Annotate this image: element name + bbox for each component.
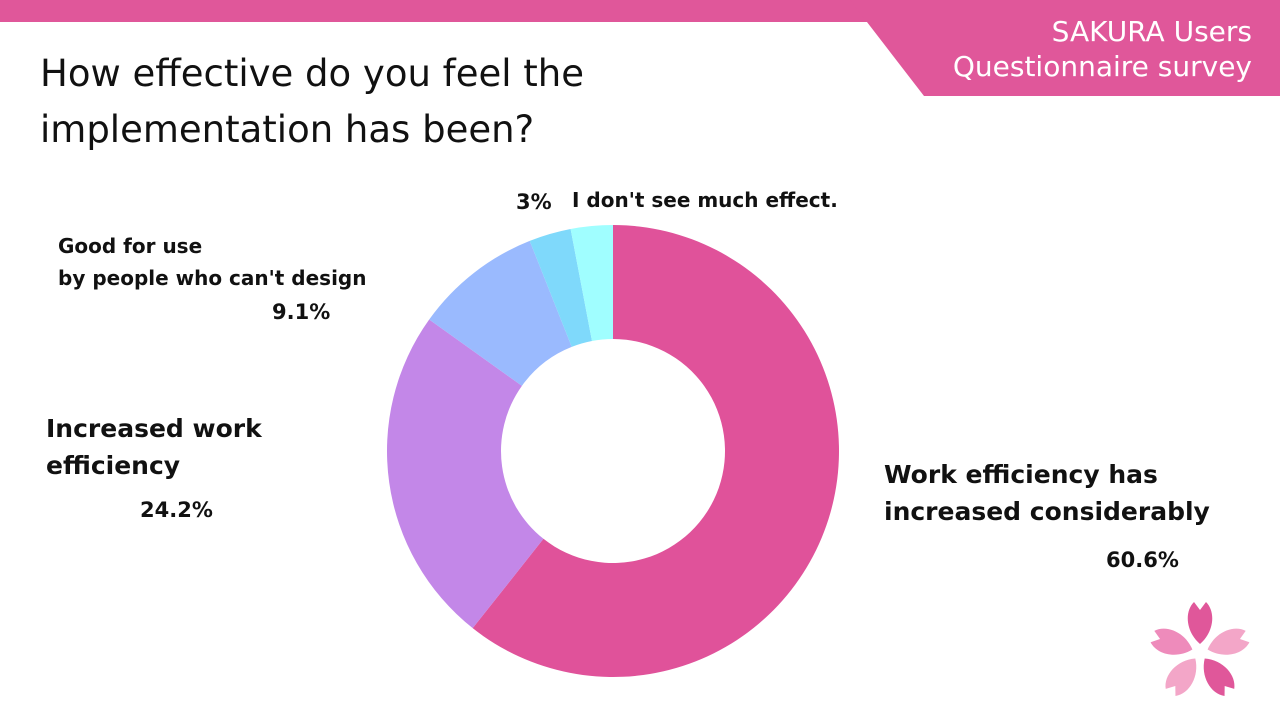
label-increased-line-2: efficiency bbox=[46, 451, 181, 480]
label-no-effect: I don't see much effect. bbox=[572, 188, 838, 212]
sakura-petal bbox=[1165, 658, 1197, 696]
survey-badge-text: SAKURA Users Questionnaire survey bbox=[892, 14, 1252, 84]
title-line-2: implementation has been? bbox=[40, 108, 535, 151]
label-good-for-design: Good for use by people who can't design bbox=[58, 230, 367, 294]
value-label-considerable: 60.6% bbox=[1106, 548, 1179, 572]
sakura-petal bbox=[1207, 628, 1250, 655]
label-design-line-2: by people who can't design bbox=[58, 266, 367, 290]
label-increased-line-1: Increased work bbox=[46, 414, 262, 443]
value-label-increased: 24.2% bbox=[140, 498, 213, 522]
title-line-1: How effective do you feel the bbox=[40, 52, 584, 95]
sakura-flower-icon bbox=[1150, 602, 1250, 696]
badge-line-1: SAKURA Users bbox=[1051, 15, 1252, 48]
slice-no-effect bbox=[570, 225, 613, 341]
label-increased-work-efficiency: Increased work efficiency bbox=[46, 410, 262, 484]
survey-badge bbox=[850, 0, 1280, 96]
label-considerable-line-1: Work efficiency has bbox=[884, 460, 1158, 489]
label-considerable-line-2: increased considerably bbox=[884, 497, 1210, 526]
sakura-petal bbox=[1203, 658, 1235, 696]
label-design-line-1: Good for use bbox=[58, 234, 203, 258]
slice-design bbox=[429, 240, 572, 386]
slice-small bbox=[529, 229, 592, 347]
slice-considerable bbox=[472, 225, 839, 677]
badge-line-2: Questionnaire survey bbox=[952, 50, 1252, 83]
slice-increased bbox=[387, 319, 544, 629]
value-label-no-effect: 3% bbox=[516, 190, 552, 214]
sakura-petal bbox=[1150, 628, 1193, 655]
page-title: How effective do you feel the implementa… bbox=[40, 46, 584, 158]
sakura-petal bbox=[1187, 602, 1213, 644]
value-label-design: 9.1% bbox=[272, 300, 331, 324]
label-work-efficiency-considerably: Work efficiency has increased considerab… bbox=[884, 456, 1210, 530]
